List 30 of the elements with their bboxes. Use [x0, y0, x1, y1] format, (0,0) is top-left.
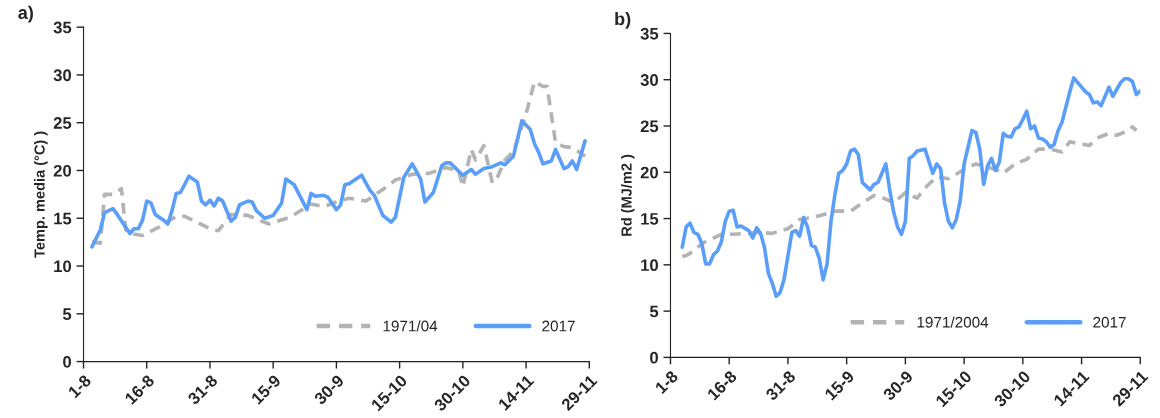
line-series	[90, 118, 587, 249]
y-tick-label: 5	[62, 308, 72, 320]
chart-title: b)	[615, 12, 631, 29]
legend-label: 2017	[1093, 316, 1126, 328]
y-tick-label: 30	[53, 69, 72, 82]
y-tick-label: 0	[650, 351, 658, 364]
y-axis-title: Temp. media (°C) )	[34, 131, 48, 258]
y-tick-label: 10	[54, 260, 72, 273]
y-tick-label: 35	[640, 27, 659, 40]
y-tick-label: 0	[63, 355, 72, 368]
chart-title: a)	[18, 5, 33, 23]
line-series	[90, 79, 587, 245]
y-tick-label: 25	[640, 120, 659, 133]
legend-label: 1971/04	[383, 320, 438, 332]
y-tick-label: 35	[53, 21, 72, 34]
y-tick-label: 15	[54, 212, 72, 225]
legend-label: 1971/2004	[917, 316, 989, 328]
y-tick-label: 5	[649, 305, 659, 318]
y-tick-label: 30	[640, 74, 658, 86]
line-series	[680, 125, 1139, 259]
y-axis-title: Rd (MJ/m2 )	[620, 154, 635, 236]
x-tick-label: 1-8	[67, 374, 92, 399]
y-tick-label: 15	[641, 213, 659, 225]
x-tick-label: 1-8	[654, 369, 679, 395]
y-tick-label: 20	[53, 164, 72, 177]
legend-label: 2017	[542, 320, 575, 332]
line-series	[680, 76, 1141, 299]
y-tick-label: 10	[641, 259, 658, 272]
y-tick-label: 20	[640, 166, 658, 179]
y-tick-label: 25	[53, 117, 72, 129]
